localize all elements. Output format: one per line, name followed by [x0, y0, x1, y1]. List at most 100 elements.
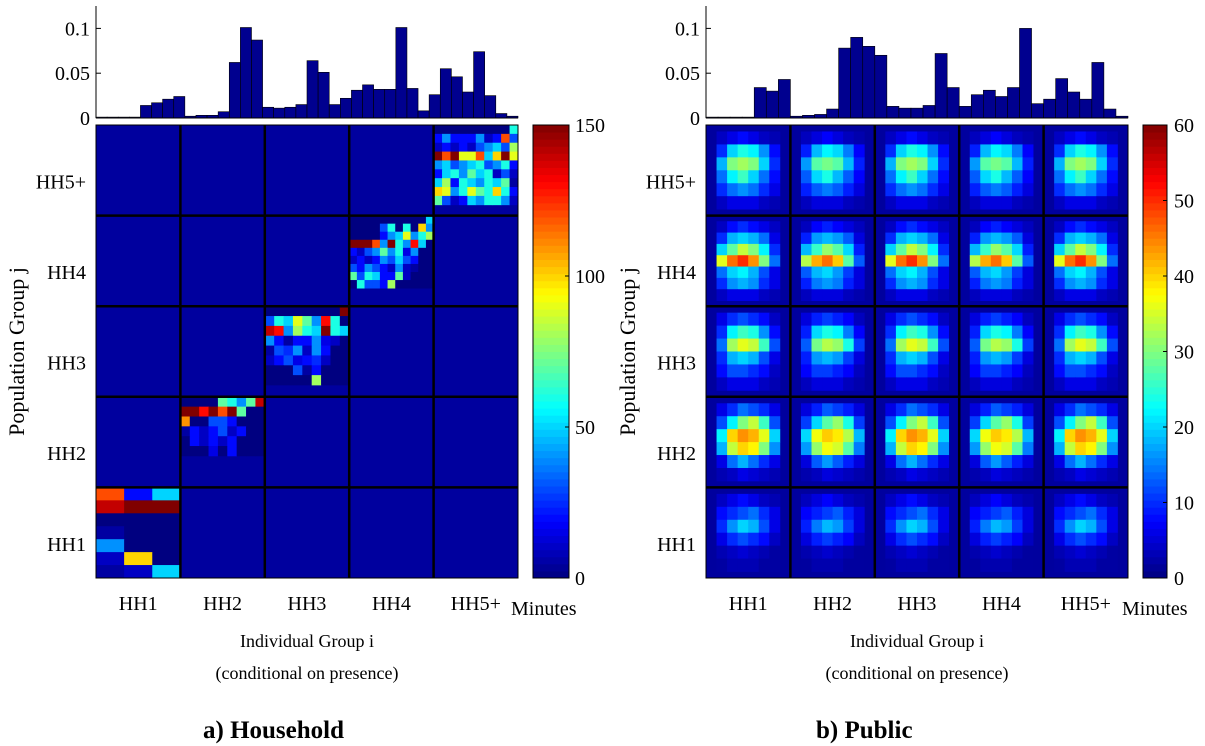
heatmap-cell [292, 355, 303, 366]
heatmap-cell [302, 325, 313, 337]
heatmap-cell [895, 170, 907, 184]
heatmap-cell [990, 416, 1002, 430]
heatmap-cell [1001, 351, 1013, 365]
colorbar-step [1143, 309, 1167, 317]
heatmap-cell [1064, 545, 1076, 559]
heatmap-cell [811, 429, 823, 443]
heatmap-cell [758, 467, 770, 482]
heatmap-cell [748, 338, 760, 352]
heatmap-cell [1106, 519, 1118, 534]
heatmap-cell [895, 255, 907, 267]
heatmap-cell [885, 277, 897, 290]
heatmap-cell [737, 232, 749, 245]
heatmap-cell [748, 183, 760, 197]
heatmap-cell [1064, 266, 1076, 279]
heatmap-cell [843, 442, 855, 456]
heatmap-cell [1096, 196, 1108, 210]
heatmap-cell [433, 169, 443, 179]
heatmap-cell [853, 519, 865, 534]
heatmap-cell [1011, 429, 1023, 443]
heatmap-cell [800, 243, 812, 256]
heatmap-cell [475, 169, 485, 179]
heatmap-cell [379, 239, 388, 249]
heatmap-cell [927, 455, 939, 469]
heatmap-cell [906, 232, 918, 245]
heatmap-cell [990, 519, 1002, 534]
y-group-label: HH4 [657, 262, 696, 284]
heatmap-cell [769, 558, 781, 572]
heatmap-cell [509, 125, 519, 135]
heatmap-cell [1075, 519, 1087, 534]
heatmap-cell [1106, 493, 1118, 508]
heatmap-cell [917, 243, 928, 256]
heatmap-cell [822, 183, 833, 197]
colorbar-step [1143, 132, 1167, 140]
heatmap-cell [1054, 377, 1066, 391]
heatmap-cell [811, 338, 823, 352]
colorbar-step [1143, 493, 1167, 501]
heatmap-cell [395, 271, 404, 281]
heatmap-cell [716, 403, 728, 417]
heatmap-cell [885, 455, 897, 469]
heatmap-cell [1064, 506, 1076, 521]
heatmap-cell [492, 151, 502, 161]
heatmap-cell [716, 183, 728, 197]
heatmap-cell [727, 157, 739, 171]
heatmap-cell [822, 144, 833, 158]
colorbar-step [1143, 372, 1167, 381]
heatmap-cell [990, 558, 1002, 572]
heatmap-cell [938, 277, 950, 290]
heatmap-cell [1064, 183, 1076, 197]
colorbar-step [533, 471, 569, 480]
heatmap-cell [402, 239, 411, 249]
heatmap-cell [885, 196, 897, 210]
heatmap-cell [501, 187, 510, 197]
heatmap-cell [853, 338, 865, 352]
heatmap-cell [917, 416, 928, 430]
heatmap-cell [442, 195, 451, 206]
heatmap-cell [425, 271, 434, 281]
heatmap-cell [927, 429, 939, 443]
hist-bar [1079, 98, 1093, 119]
heatmap-cell [458, 142, 468, 152]
heatmap-cell [395, 263, 404, 273]
heatmap-cell [716, 266, 728, 279]
heatmap-cell [727, 312, 739, 327]
heatmap-cell [980, 545, 992, 559]
heatmap-cell [895, 157, 907, 171]
heatmap-cell [1085, 403, 1097, 417]
heatmap-cell [1064, 131, 1076, 145]
heatmap-cell [938, 364, 950, 378]
heatmap-cell [311, 345, 322, 356]
colorbar-step [1143, 252, 1167, 260]
heatmap-cell [938, 455, 950, 469]
heatmap-cell [917, 266, 928, 279]
heatmap-cell [853, 255, 865, 267]
heatmap-cell [917, 467, 928, 482]
heatmap-cell [990, 255, 1002, 267]
heatmap-cell [895, 243, 907, 256]
heatmap-cell [339, 306, 350, 317]
heatmap-cell [980, 312, 992, 327]
heatmap-cell [458, 133, 468, 144]
heatmap-cell [321, 365, 331, 376]
hist-bar [970, 94, 984, 119]
colorbar-step [533, 309, 569, 317]
heatmap-cell [467, 125, 477, 135]
heatmap-cell [832, 416, 844, 430]
heatmap-cell [124, 513, 153, 527]
heatmap-cell [843, 289, 855, 301]
heatmap-cell [425, 280, 434, 289]
heatmap-cell [321, 325, 331, 337]
heatmap-cell [1011, 506, 1023, 521]
heatmap-cell [442, 178, 451, 188]
heatmap-cell [800, 131, 812, 145]
heatmap-cell [748, 455, 760, 469]
colorbar-step [533, 514, 569, 522]
heatmap-cell [1096, 325, 1108, 339]
heatmap-cell [980, 364, 992, 378]
hist-bar [162, 98, 175, 119]
heatmap-cell [938, 351, 950, 365]
heatmap-cell [475, 187, 485, 197]
heatmap-cell [990, 429, 1002, 443]
